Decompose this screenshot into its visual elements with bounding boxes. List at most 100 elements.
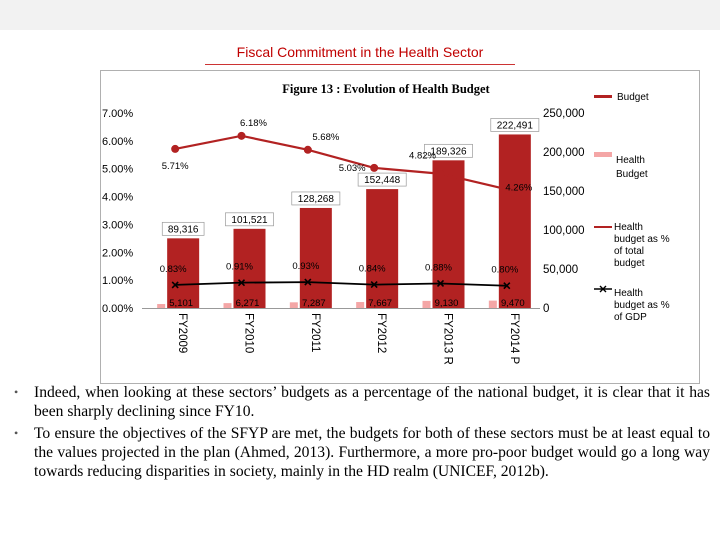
pct-gdp-label: 0.91% [226,262,253,273]
chart-title: Figure 13 : Evolution of Health Budget [282,82,490,96]
category-label: FY2012 [375,313,387,353]
legend-swatch-budget [594,95,612,98]
health-budget-bar-label: 152,448 [364,175,401,186]
bar-label-box [357,172,407,187]
left-axis-tick-label: 1.00% [102,275,133,287]
small-budget-bar-label: 7,667 [368,298,392,309]
pct-total-budget-point [303,145,312,154]
right-axis-tick-label: 250,000 [543,108,585,120]
bullet-dot-icon: • [14,426,19,440]
bar-label-box [490,118,540,132]
legend-label: of GDP [614,312,647,323]
small-budget-bar [488,300,497,308]
legend-label: Health [616,155,645,166]
pct-gdp-point [171,281,179,289]
left-axis-tick-label: 2.00% [102,247,133,259]
bullet-item: • Indeed, when looking at these sectors’… [14,383,710,421]
pct-total-budget-label: 4.26% [505,182,532,193]
health-budget-bar-label: 89,316 [168,224,199,235]
health-budget-chart: Figure 13 : Evolution of Health Budget 0.… [102,82,670,365]
right-axis-tick-label: 50,000 [543,264,578,276]
pct-gdp-point [436,279,445,288]
bar-label-box [225,212,274,227]
pct-gdp-point [370,281,378,289]
pct-total-budget-point [370,163,379,172]
pct-gdp-label: 0.80% [491,265,518,276]
category-label: FY2009 [176,313,188,353]
category-label: FY2011 [309,313,321,352]
small-budget-bar-label: 7,287 [302,298,326,309]
category-label: FY2010 [243,313,255,353]
small-budget-bar-label: 5,101 [169,298,193,309]
pct-gdp-point [237,279,246,287]
legend-label: Budget [617,92,649,103]
bar-label-box [424,143,473,158]
left-axis-tick-label: 5.00% [102,164,133,176]
health-budget-bar [498,134,531,308]
health-budget-bar [233,228,266,308]
health-budget-bar-label: 222,491 [497,120,534,131]
pct-gdp-line [175,281,507,287]
legend-label: budget [614,258,645,269]
bullet-text: To ensure the objectives of the SFYP are… [34,425,710,480]
category-label: FY2013 R [442,313,454,365]
pct-total-budget-label: 6.18% [240,118,267,129]
bullet-item: • To ensure the objectives of the SFYP a… [14,424,710,481]
small-budget-bar-label: 6,271 [236,298,260,309]
health-budget-bar-label: 101,521 [231,215,268,226]
title-underline [205,64,515,65]
left-axis-tick-label: 0.00% [102,303,133,315]
legend-label: of total [614,246,644,257]
pct-total-budget-label: 5.03% [339,163,366,174]
pct-total-budget-point [171,144,180,153]
legend-label: budget as % [614,234,670,245]
legend-label: budget as % [614,300,670,311]
small-budget-bar [289,302,298,308]
pct-gdp-label: 0.93% [292,261,319,272]
left-axis-tick-label: 7.00% [102,108,133,120]
small-budget-bar-label: 9,130 [435,298,459,309]
right-axis-tick-label: 150,000 [543,186,585,198]
category-label: FY2014 P [508,313,520,364]
pct-total-budget-label: 5.68% [312,132,339,143]
bar-label-box [291,191,341,206]
legend-swatch-health-budget [594,152,612,157]
pct-total-budget-point [502,185,511,194]
bullet-dot-icon: • [14,385,19,399]
right-axis-tick-label: 0 [543,303,549,315]
pct-gdp-point [304,278,312,286]
slide-title: Fiscal Commitment in the Health Sector [236,44,484,60]
legend-label: Health [614,222,643,233]
small-budget-bar-label: 9,470 [501,298,525,309]
left-axis-tick-label: 3.00% [102,219,133,231]
bullet-list: • Indeed, when looking at these sectors’… [14,383,710,484]
left-axis-tick-label: 6.00% [102,136,133,148]
bar-label-box [161,221,205,236]
pct-gdp-label: 0.84% [359,264,386,275]
pct-total-budget-point [237,131,246,140]
legend-label: Health [614,288,643,299]
left-axis-tick-label: 4.00% [102,192,133,204]
health-budget-bar [167,238,200,308]
health-budget-bar-label: 189,326 [430,146,467,157]
small-budget-bar [223,303,232,308]
small-budget-bar [422,300,431,308]
pct-total-budget-label: 5.71% [162,161,189,172]
health-budget-bar-label: 128,268 [298,194,335,205]
legend-label: Budget [616,169,648,180]
health-budget-bar [299,207,332,308]
right-axis-tick-label: 200,000 [543,147,585,159]
legend-marker-pct-gdp [599,285,607,293]
pct-gdp-label: 0.83% [160,264,187,275]
small-budget-bar [157,304,166,308]
health-budget-bar [366,189,399,308]
pct-total-budget-point [436,169,445,178]
right-axis-tick-label: 100,000 [543,225,585,237]
pct-gdp-label: 0.88% [425,262,452,273]
pct-total-budget-line [174,134,508,191]
pct-total-budget-label: 4.82% [409,151,436,162]
small-budget-bar [356,302,365,308]
bullet-text: Indeed, when looking at these sectors’ b… [34,384,710,420]
top-band [0,0,720,30]
pct-gdp-point [503,282,511,290]
